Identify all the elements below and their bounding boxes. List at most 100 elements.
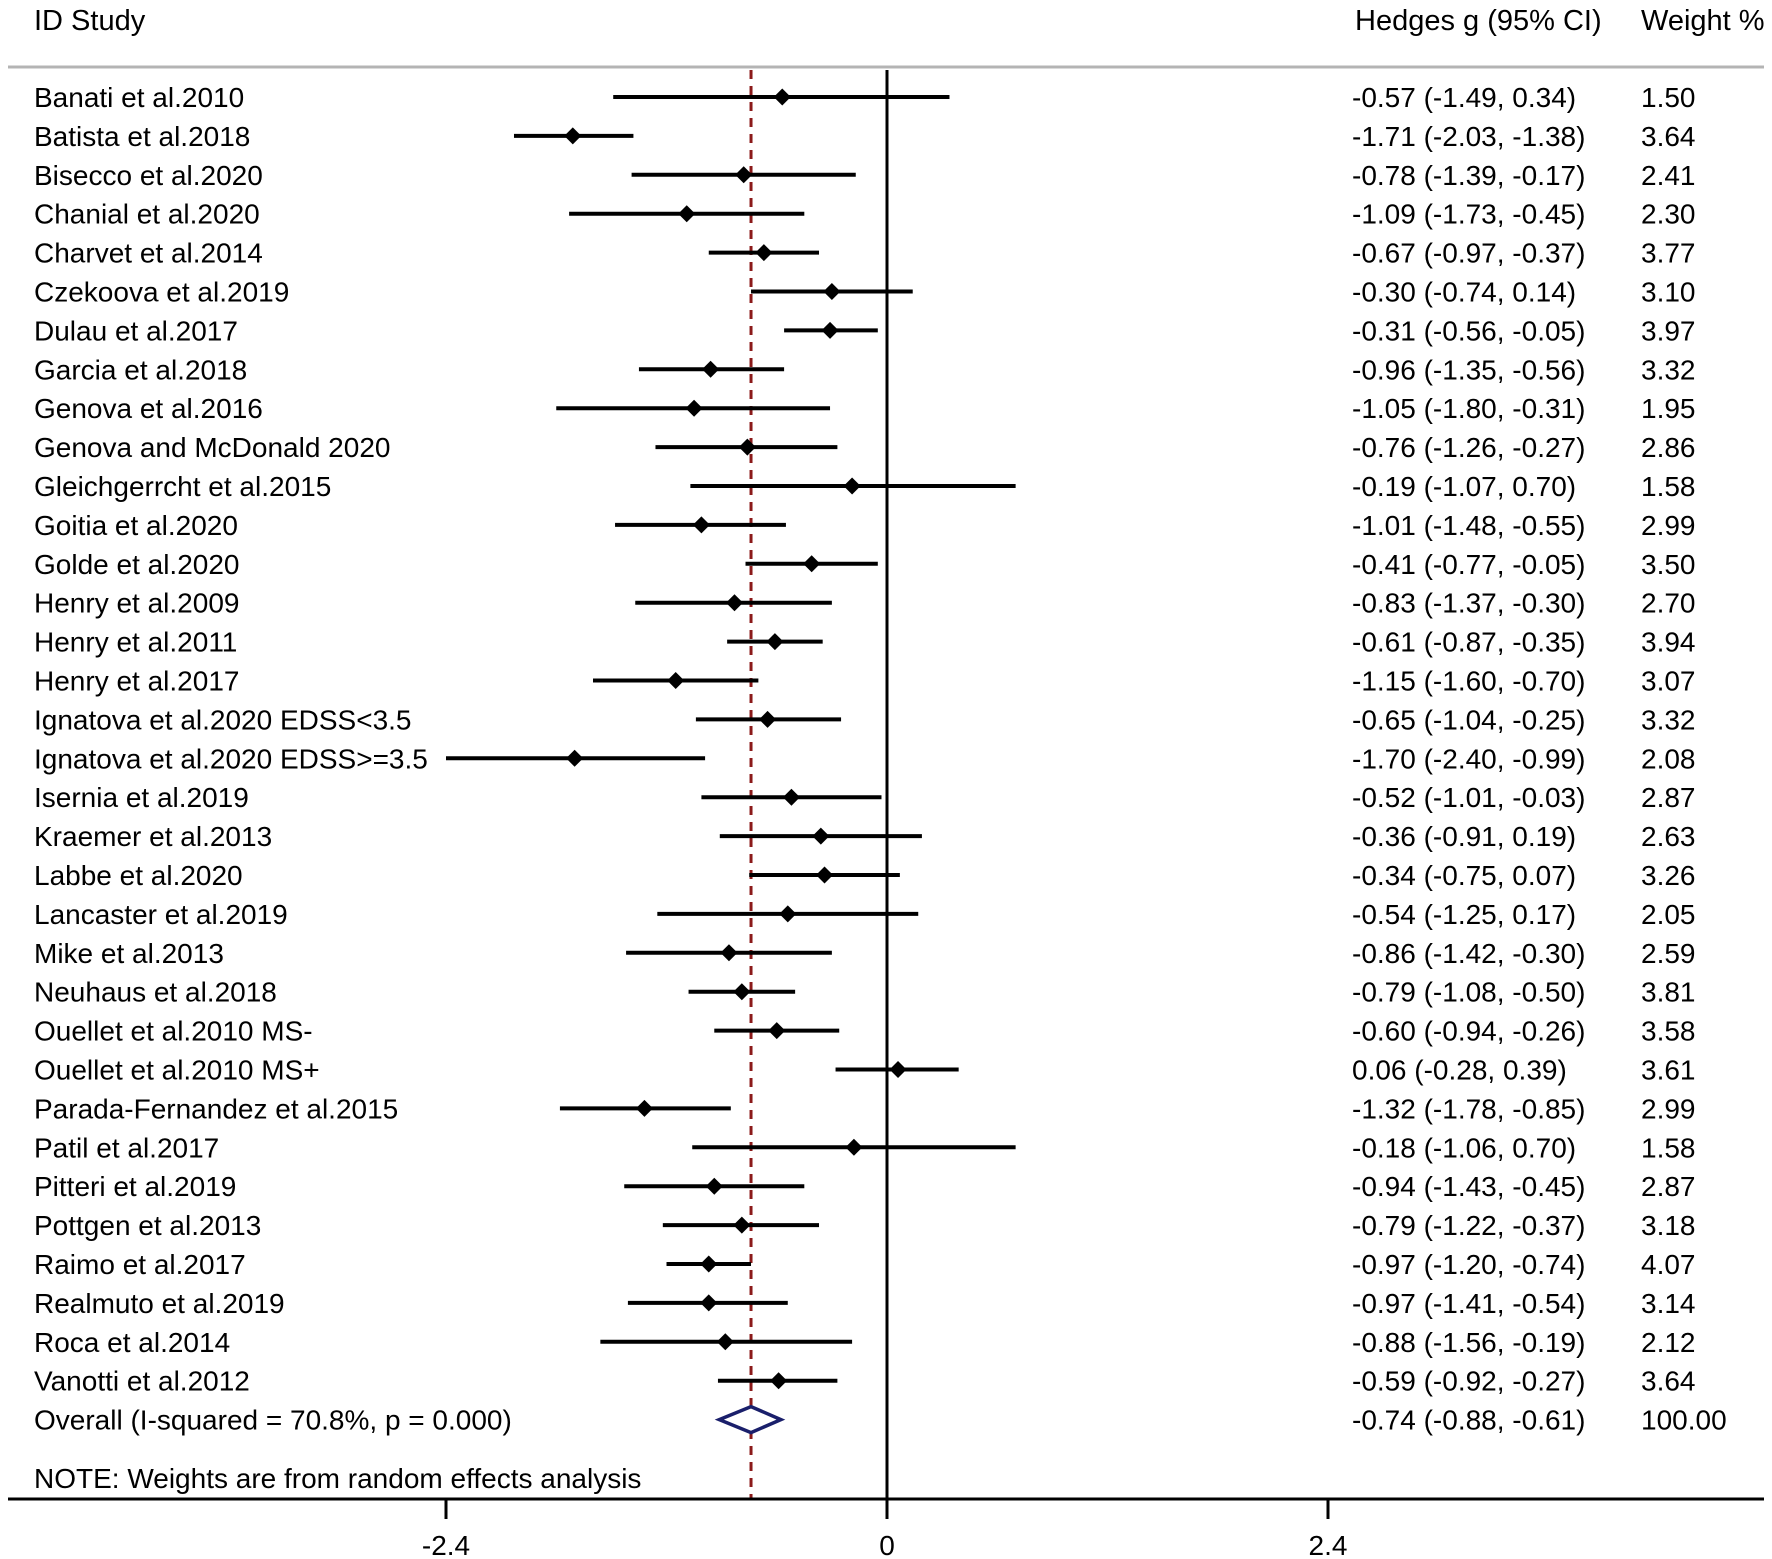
study-label: Isernia et al.2019 — [34, 782, 249, 813]
study-point-marker — [843, 477, 861, 495]
study-label: Charvet et al.2014 — [34, 238, 263, 269]
study-weight: 2.63 — [1641, 821, 1696, 852]
study-weight: 2.99 — [1641, 1093, 1696, 1124]
study-point-marker — [759, 710, 777, 728]
study-weight: 1.58 — [1641, 471, 1696, 502]
study-label: Henry et al.2009 — [34, 588, 239, 619]
study-row: Isernia et al.2019 -0.52 (-1.01, -0.03) 2.… — [34, 782, 1696, 813]
study-weight: 2.41 — [1641, 160, 1696, 191]
study-weight: 1.58 — [1641, 1132, 1696, 1163]
overall-diamond — [714, 1404, 786, 1435]
study-label: Ignatova et al.2020 EDSS>=3.5 — [34, 743, 428, 774]
study-weight: 2.99 — [1641, 510, 1696, 541]
header-study: ID Study — [34, 5, 146, 37]
study-row: Goitia et al.2020 -1.01 (-1.48, -0.55) 2.9… — [34, 510, 1696, 541]
study-weight: 4.07 — [1641, 1249, 1696, 1280]
study-point-marker — [779, 905, 797, 923]
overall-label: Overall (I-squared = 70.8%, p = 0.000) — [34, 1405, 512, 1436]
study-point-marker — [566, 749, 584, 767]
study-point-marker — [821, 321, 839, 339]
study-row: Bisecco et al.2020 -0.78 (-1.39, -0.17) 2.… — [34, 160, 1696, 191]
study-row: Ignatova et al.2020 EDSS<3.5 -0.65 (-1.04… — [34, 704, 1696, 735]
study-effect-ci: -1.15 (-1.60, -0.70) — [1352, 666, 1585, 697]
study-row: Chanial et al.2020 -1.09 (-1.73, -0.45) 2.… — [34, 199, 1696, 230]
study-effect-ci: -0.67 (-0.97, -0.37) — [1352, 238, 1585, 269]
study-label: Lancaster et al.2019 — [34, 899, 288, 930]
study-weight: 3.18 — [1641, 1210, 1696, 1241]
study-label: Neuhaus et al.2018 — [34, 977, 277, 1008]
study-effect-ci: -0.94 (-1.43, -0.45) — [1352, 1171, 1585, 1202]
study-label: Parada-Fernandez et al.2015 — [34, 1093, 398, 1124]
x-tick-label: 0 — [879, 1530, 895, 1559]
study-row: Pitteri et al.2019 -0.94 (-1.43, -0.45) 2.… — [34, 1171, 1696, 1202]
study-label: Vanotti et al.2012 — [34, 1366, 250, 1397]
study-effect-ci: -0.97 (-1.41, -0.54) — [1352, 1288, 1585, 1319]
study-label: Bisecco et al.2020 — [34, 160, 263, 191]
study-weight: 3.61 — [1641, 1055, 1696, 1086]
study-point-marker — [716, 1333, 734, 1351]
study-point-marker — [816, 866, 834, 884]
study-row: Henry et al.2017 -1.15 (-1.60, -0.70) 3.07 — [34, 666, 1696, 697]
study-effect-ci: -1.71 (-2.03, -1.38) — [1352, 121, 1585, 152]
study-row: Raimo et al.2017 -0.97 (-1.20, -0.74) 4.07 — [34, 1249, 1696, 1280]
study-row: Golde et al.2020 -0.41 (-0.77, -0.05) 3.50 — [34, 549, 1696, 580]
study-label: Czekoova et al.2019 — [34, 277, 289, 308]
study-row: Realmuto et al.2019 -0.97 (-1.41, -0.54) 3… — [34, 1288, 1696, 1319]
study-row: Mike et al.2013 -0.86 (-1.42, -0.30) 2.59 — [34, 938, 1696, 969]
study-label: Raimo et al.2017 — [34, 1249, 246, 1280]
study-point-marker — [738, 438, 756, 456]
study-label: Genova et al.2016 — [34, 393, 263, 424]
note-text: NOTE: Weights are from random effects an… — [34, 1463, 641, 1494]
study-effect-ci: -0.78 (-1.39, -0.17) — [1352, 160, 1585, 191]
study-label: Chanial et al.2020 — [34, 199, 260, 230]
study-point-marker — [766, 633, 784, 651]
study-point-marker — [768, 1022, 786, 1040]
study-effect-ci: -0.76 (-1.26, -0.27) — [1352, 432, 1585, 463]
study-weight: 3.64 — [1641, 121, 1696, 152]
overall-row: Overall (I-squared = 70.8%, p = 0.000) -0… — [34, 1405, 1727, 1436]
study-row: Banati et al.2010 -0.57 (-1.49, 0.34) 1.50 — [34, 82, 1696, 113]
study-weight: 3.58 — [1641, 1016, 1696, 1047]
study-effect-ci: -1.32 (-1.78, -0.85) — [1352, 1093, 1585, 1124]
study-weight: 1.50 — [1641, 82, 1696, 113]
study-point-marker — [782, 788, 800, 806]
study-label: Pottgen et al.2013 — [34, 1210, 261, 1241]
study-weight: 3.77 — [1641, 238, 1696, 269]
study-label: Henry et al.2011 — [34, 627, 237, 658]
study-weight: 2.87 — [1641, 1171, 1696, 1202]
study-weight: 3.97 — [1641, 315, 1696, 346]
study-label: Ouellet et al.2010 MS+ — [34, 1055, 320, 1086]
study-label: Ouellet et al.2010 MS- — [34, 1016, 313, 1047]
study-effect-ci: -1.01 (-1.48, -0.55) — [1352, 510, 1585, 541]
overall-effect-ci: -0.74 (-0.88, -0.61) — [1352, 1405, 1585, 1436]
study-effect-ci: 0.06 (-0.28, 0.39) — [1352, 1055, 1567, 1086]
study-point-marker — [564, 127, 582, 145]
study-row: Genova et al.2016 -1.05 (-1.80, -0.31) 1.9… — [34, 393, 1696, 424]
study-weight: 3.64 — [1641, 1366, 1696, 1397]
study-label: Genova and McDonald 2020 — [34, 432, 390, 463]
study-weight: 2.86 — [1641, 432, 1696, 463]
study-label: Henry et al.2017 — [34, 666, 239, 697]
study-point-marker — [735, 166, 753, 184]
study-row: Ignatova et al.2020 EDSS>=3.5 -1.70 (-2.4… — [34, 743, 1696, 774]
study-effect-ci: -0.88 (-1.56, -0.19) — [1352, 1327, 1585, 1358]
study-effect-ci: -1.09 (-1.73, -0.45) — [1352, 199, 1585, 230]
study-point-marker — [803, 555, 821, 573]
study-point-marker — [733, 983, 751, 1001]
study-row: Garcia et al.2018 -0.96 (-1.35, -0.56) 3.3… — [34, 354, 1696, 385]
study-weight: 3.26 — [1641, 860, 1696, 891]
study-point-marker — [823, 283, 841, 300]
study-point-marker — [889, 1061, 907, 1078]
study-label: Ignatova et al.2020 EDSS<3.5 — [34, 704, 412, 735]
study-label: Garcia et al.2018 — [34, 354, 247, 385]
study-label: Dulau et al.2017 — [34, 315, 238, 346]
study-weight: 3.32 — [1641, 354, 1696, 385]
study-effect-ci: -1.05 (-1.80, -0.31) — [1352, 393, 1585, 424]
x-tick-label: 2.4 — [1309, 1530, 1348, 1559]
study-row: Batista et al.2018 -1.71 (-2.03, -1.38) 3.… — [34, 121, 1696, 152]
study-effect-ci: -0.60 (-0.94, -0.26) — [1352, 1016, 1585, 1047]
study-row: Ouellet et al.2010 MS- -0.60 (-0.94, -0.2… — [34, 1016, 1696, 1047]
x-tick-label: -2.4 — [422, 1530, 470, 1559]
header-row: ID Study Hedges g (95% CI) Weight % — [8, 5, 1765, 69]
